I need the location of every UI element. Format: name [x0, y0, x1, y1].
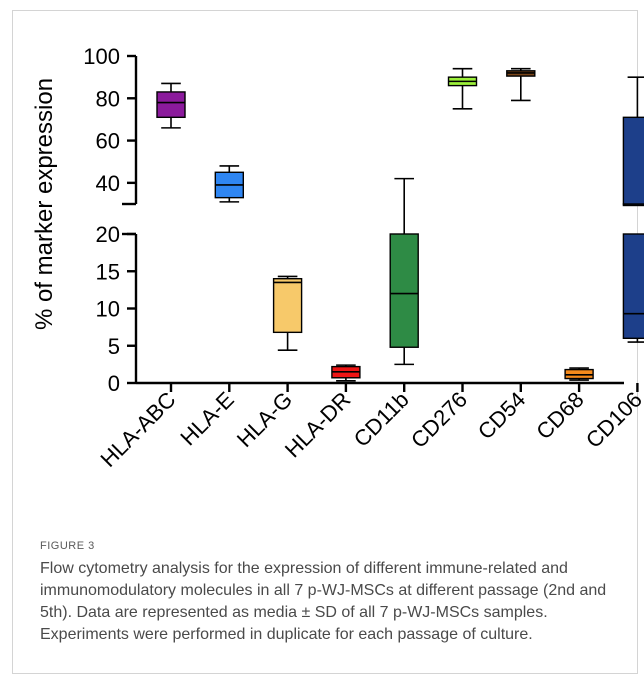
y-tick-label: 20 [96, 222, 120, 247]
box-cd276 [447, 67, 478, 110]
x-tick-label-cd54: CD54 [473, 387, 530, 444]
y-tick-label: 60 [96, 129, 120, 154]
box-hla-g [272, 275, 303, 352]
box-body [622, 233, 644, 340]
x-tick-label-cd106: CD106 [581, 387, 644, 453]
box-body [156, 91, 186, 119]
y-axis-label: % of marker expression [31, 78, 58, 330]
box-hla-dr [331, 364, 361, 382]
boxes-group [156, 67, 644, 382]
y-tick-label: 5 [108, 334, 120, 359]
axes-group: 0 5 10 15 20 40 60 80 100 [83, 44, 639, 396]
figure-caption: Flow cytometry analysis for the expressi… [40, 560, 607, 643]
x-tick-label-hla-e: HLA-E [175, 387, 238, 450]
x-tick-label-hla-dr: HLA-DR [280, 387, 356, 463]
y-tick-label: 40 [96, 171, 120, 196]
box-body [272, 278, 303, 334]
box-cd106 [622, 76, 644, 343]
box-plot-chart: % of marker expression 0 5 10 15 20 40 60 80 100… [31, 44, 644, 472]
x-tick-label-hla-abc: HLA-ABC [95, 387, 180, 472]
x-tick-label-cd276: CD276 [406, 387, 472, 453]
y-tick-label: 10 [96, 297, 120, 322]
box-cd11b [389, 177, 419, 366]
box-cd54 [506, 67, 536, 102]
x-tick-label-cd11b: CD11b [349, 387, 414, 452]
box-hla-e [214, 165, 245, 203]
y-tick-label: 15 [96, 259, 120, 284]
y-tick-label: 100 [83, 44, 120, 69]
box-body [622, 116, 644, 205]
box-body [389, 233, 419, 348]
box-cd68 [564, 367, 594, 381]
box-hla-abc [156, 82, 186, 129]
y-tick-label: 80 [96, 86, 120, 111]
figure-label: FIGURE 3 [40, 540, 95, 552]
y-tick-label: 0 [108, 371, 120, 396]
